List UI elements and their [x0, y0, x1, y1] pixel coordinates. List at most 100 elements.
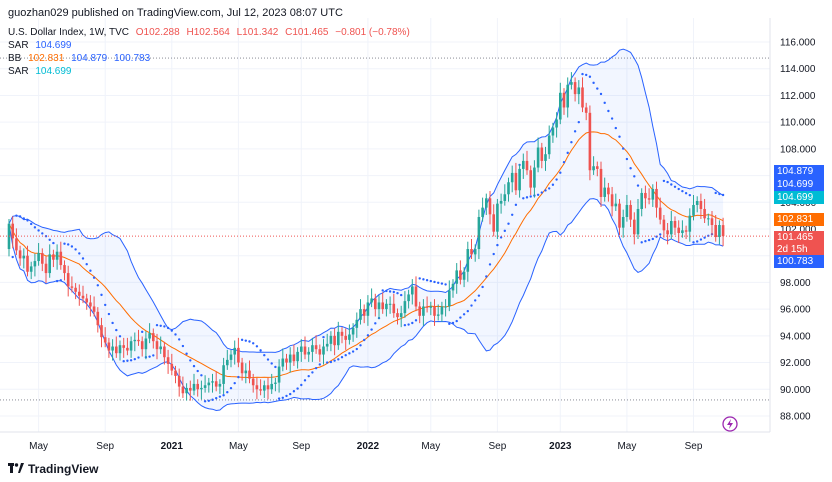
sar-dot [222, 394, 225, 397]
candle-body [288, 354, 292, 363]
sar-price-tag: 104.699 [774, 178, 824, 191]
sar-dot [48, 238, 51, 241]
sar-dot [670, 183, 673, 186]
candle-body [222, 365, 225, 384]
candle-body [718, 225, 721, 238]
sar-dot [503, 229, 506, 233]
sar-dot [81, 257, 85, 260]
sar-dot [326, 361, 329, 364]
x-tick-label: Sep [489, 441, 507, 452]
sar-dot [207, 399, 210, 403]
candle-body [85, 298, 88, 303]
bollinger-lower-line [8, 198, 724, 412]
sar-dot [381, 289, 384, 292]
candle-body [159, 346, 162, 350]
candle-body [166, 357, 170, 364]
candle-body [311, 345, 314, 352]
sar-dot [85, 263, 88, 266]
candle-body [89, 302, 92, 307]
candle-body [577, 87, 581, 95]
candle-body [566, 84, 569, 108]
bb-upper-value: 104.879 [71, 53, 108, 64]
candle-body [366, 302, 370, 316]
sar-dot [425, 279, 429, 282]
sar-dot [577, 120, 580, 124]
sar-dot [329, 360, 333, 364]
y-tick-label: 108.000 [780, 144, 817, 155]
countdown-tag: 2d 15h [774, 243, 824, 256]
sar-dot [388, 290, 392, 293]
legend-sar2-row[interactable]: SAR 104.699 [8, 66, 76, 78]
bollinger-basis-line [8, 131, 724, 379]
candle-body [292, 354, 296, 362]
sar2-value: 104.699 [35, 66, 72, 77]
sar-dot [203, 400, 207, 403]
candle-body [518, 168, 521, 191]
sar-dot [292, 390, 296, 393]
candle-body [503, 194, 507, 201]
sar-dot [677, 187, 680, 191]
sar-dot [344, 354, 347, 357]
sar-dot [122, 360, 125, 363]
x-tick-label: May [229, 441, 248, 452]
candle-body [185, 387, 188, 394]
candle-body [78, 291, 81, 296]
candle-body [122, 345, 125, 348]
candle-body [381, 302, 384, 310]
ohlc-high: H102.564 [186, 27, 230, 38]
candle-body [455, 270, 458, 284]
candle-body [351, 327, 355, 335]
reference-lines [0, 57, 770, 401]
sar-dot [159, 324, 162, 328]
sar-dot [636, 184, 640, 187]
candle-body [211, 381, 214, 383]
sar-value: 104.699 [35, 40, 72, 51]
symbol-label[interactable]: U.S. Dollar Index, 1W, TVC [8, 27, 129, 38]
candle-body [37, 253, 40, 262]
candle-body [41, 253, 44, 264]
legend-bb-row[interactable]: BB 102.831 104.879 100.783 [8, 53, 154, 65]
y-tick-label: 88.000 [780, 411, 811, 422]
candle-body [688, 215, 692, 232]
legend-ohlc-row: U.S. Dollar Index, 1W, TVC O102.288 H102… [8, 27, 414, 39]
sar-dot [366, 334, 370, 337]
bb-lower-value: 100.783 [114, 53, 151, 64]
candle-body [226, 359, 229, 366]
candle-body [466, 249, 470, 272]
sar-dot [673, 185, 677, 189]
bb-upper-price-tag: 104.879 [774, 165, 824, 178]
candle-body [189, 387, 192, 391]
sar-dot [178, 338, 181, 341]
candle-body [314, 345, 318, 350]
candle-body [666, 230, 669, 235]
candle-body [203, 385, 207, 388]
candle-body [148, 333, 151, 339]
sar-dot [470, 304, 473, 307]
candle-body [229, 354, 233, 360]
sar-dot [385, 289, 388, 293]
sar-dot [562, 160, 566, 164]
candle-body [414, 286, 418, 307]
sar-dot [392, 290, 395, 294]
sar-dot [266, 358, 270, 361]
candle-body [514, 172, 518, 191]
candle-body [33, 261, 37, 267]
sar-dot [192, 364, 196, 368]
x-tick-label: May [617, 441, 636, 452]
candle-body [259, 389, 262, 391]
candle-body [655, 188, 658, 208]
sar-dot [459, 316, 462, 319]
candle-body [118, 345, 122, 354]
candle-body [337, 331, 340, 346]
candle-body [340, 331, 344, 336]
tradingview-brand[interactable]: TradingView [8, 462, 98, 476]
sar-dot [462, 313, 466, 316]
sar-dot [70, 245, 74, 248]
lightning-icon[interactable] [722, 416, 738, 432]
legend-sar-row[interactable]: SAR 104.699 [8, 40, 76, 52]
ohlc-open: O102.288 [135, 27, 180, 38]
sar-dot [588, 75, 592, 78]
sar-dot [37, 229, 40, 232]
candle-body [152, 333, 155, 342]
